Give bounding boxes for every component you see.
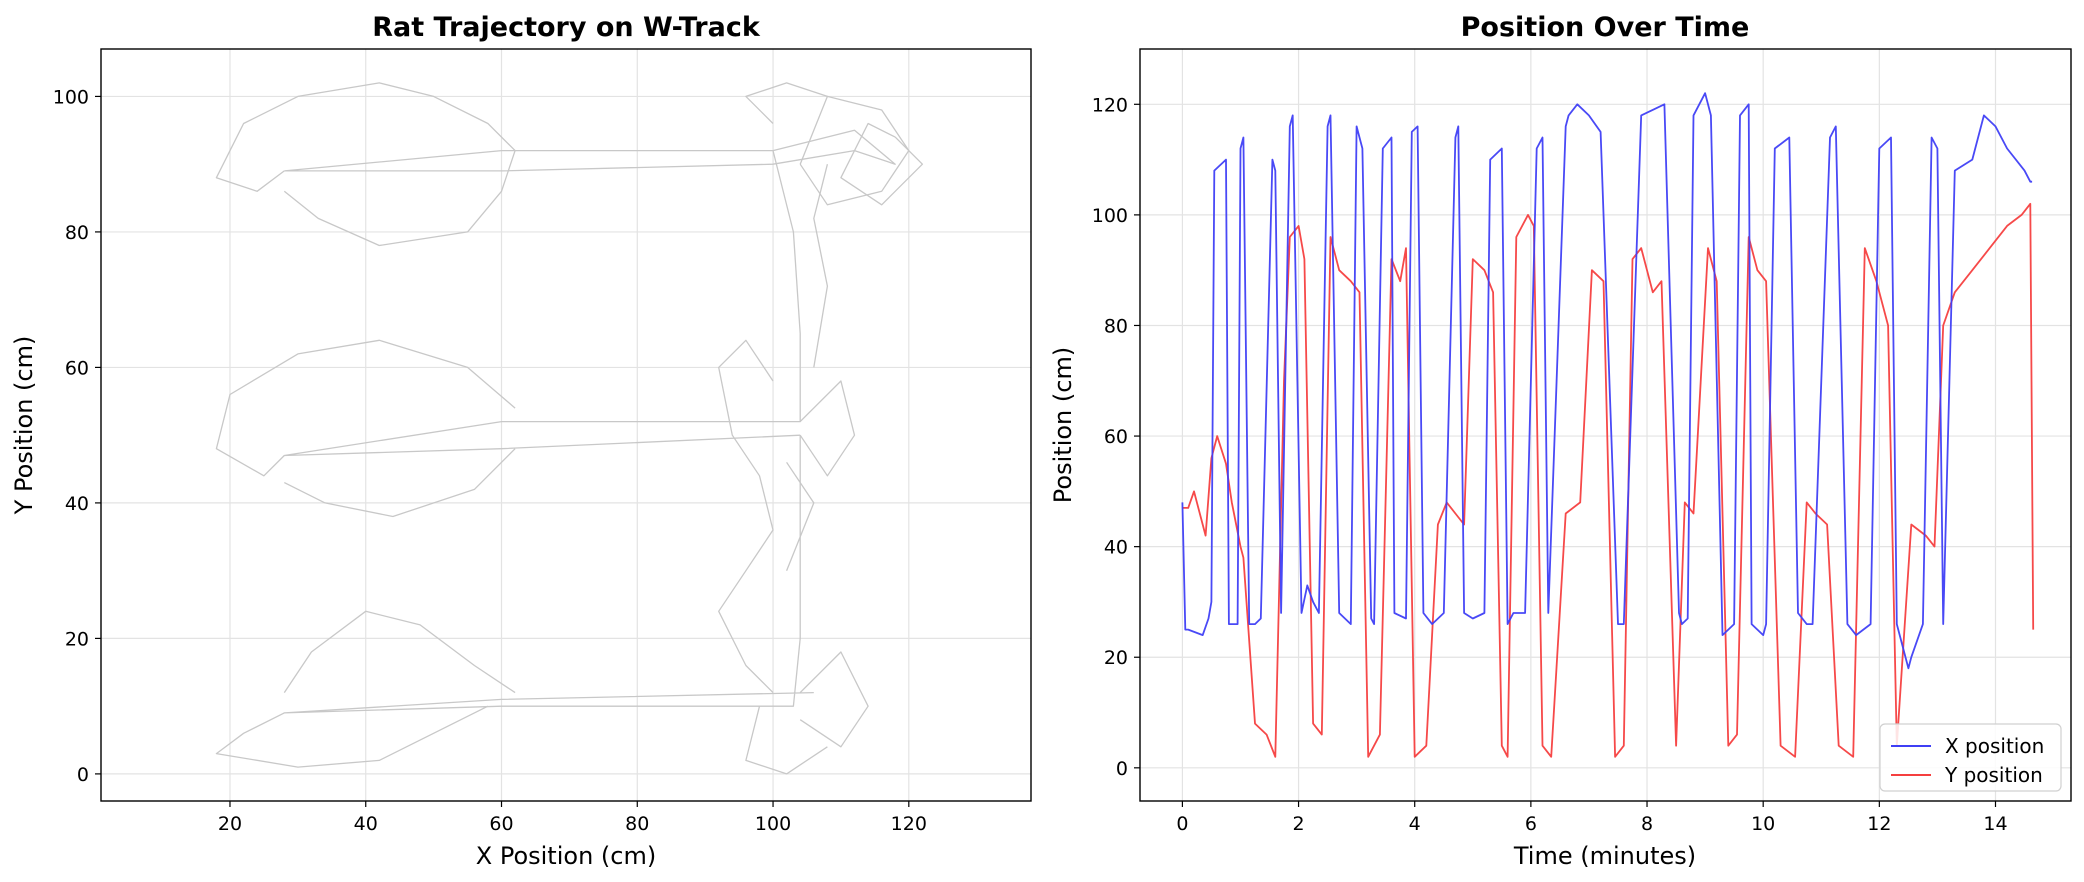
trajectory-ticks: 20 40 60 80 100 120 0 20 40 60 80 100 xyxy=(53,86,927,835)
trajectory-path xyxy=(215,705,489,768)
trajectory-panel: Rat Trajectory on W-Track 20 40 60 80 100 120… xyxy=(10,12,1032,870)
legend-label: X position xyxy=(1945,734,2044,758)
y-tick-label: 100 xyxy=(1092,205,1128,227)
x-position-line xyxy=(1181,92,2033,670)
position-frame xyxy=(1139,48,2072,802)
trajectory-path xyxy=(283,150,516,247)
x-tick-label: 20 xyxy=(218,813,242,835)
trajectory-title: Rat Trajectory on W-Track xyxy=(372,12,761,43)
y-tick-label: 100 xyxy=(53,86,89,108)
trajectory-series xyxy=(215,82,924,775)
y-tick-label: 0 xyxy=(1116,758,1128,780)
x-tick-label: 12 xyxy=(1867,813,1891,835)
trajectory-xlabel: X Position (cm) xyxy=(476,842,656,870)
position-legend: X position Y position xyxy=(1879,723,2062,792)
x-tick-label: 120 xyxy=(891,813,927,835)
trajectory-grid xyxy=(101,49,1031,801)
trajectory-path xyxy=(799,380,856,477)
trajectory-frame xyxy=(100,48,1032,802)
y-tick-label: 40 xyxy=(65,493,89,515)
y-tick-label: 60 xyxy=(65,357,89,379)
x-tick-label: 6 xyxy=(1525,813,1537,835)
position-title: Position Over Time xyxy=(1461,12,1750,43)
legend-label: Y position xyxy=(1944,763,2043,787)
y-tick-label: 20 xyxy=(65,628,89,650)
trajectory-path xyxy=(718,339,774,694)
position-xlabel: Time (minutes) xyxy=(1513,842,1696,870)
x-tick-label: 0 xyxy=(1176,813,1188,835)
trajectory-path xyxy=(840,122,924,206)
x-tick-label: 80 xyxy=(625,813,649,835)
x-tick-label: 60 xyxy=(489,813,513,835)
y-tick-label: 0 xyxy=(77,764,89,786)
position-series xyxy=(1181,92,2035,758)
x-tick-label: 2 xyxy=(1293,813,1305,835)
x-tick-label: 4 xyxy=(1409,813,1421,835)
y-tick-label: 120 xyxy=(1092,94,1128,116)
position-plot-area xyxy=(1140,49,2071,801)
trajectory-path xyxy=(799,651,869,748)
x-tick-label: 14 xyxy=(1983,813,2007,835)
y-tick-label: 80 xyxy=(1104,315,1128,337)
position-ticks: 0 2 4 6 8 10 12 14 0 20 40 60 80 100 120 xyxy=(1092,94,2008,835)
position-grid xyxy=(1140,49,2071,801)
trajectory-ylabel: Y Position (cm) xyxy=(10,336,38,516)
y-tick-label: 40 xyxy=(1104,537,1128,559)
y-tick-label: 60 xyxy=(1104,426,1128,448)
trajectory-plot-area xyxy=(101,49,1031,801)
trajectory-path xyxy=(284,129,896,172)
trajectory-path xyxy=(283,150,801,457)
trajectory-path xyxy=(745,706,828,775)
x-tick-label: 10 xyxy=(1751,813,1775,835)
trajectory-path xyxy=(785,461,815,571)
trajectory-path xyxy=(215,82,516,192)
trajectory-path xyxy=(215,339,516,477)
trajectory-path xyxy=(813,164,829,368)
x-tick-label: 8 xyxy=(1641,813,1653,835)
trajectory-path xyxy=(283,610,516,694)
trajectory-path xyxy=(283,435,814,714)
x-tick-label: 40 xyxy=(354,813,378,835)
position-panel: Position Over Time 0 2 4 6 8 10 12 14 0 20 40 60 80 1… xyxy=(1049,12,2072,870)
trajectory-path xyxy=(745,82,828,124)
position-ylabel: Position (cm) xyxy=(1049,347,1077,503)
x-tick-label: 100 xyxy=(755,813,791,835)
trajectory-path xyxy=(284,448,516,518)
y-tick-label: 80 xyxy=(65,222,89,244)
y-tick-label: 20 xyxy=(1104,647,1128,669)
